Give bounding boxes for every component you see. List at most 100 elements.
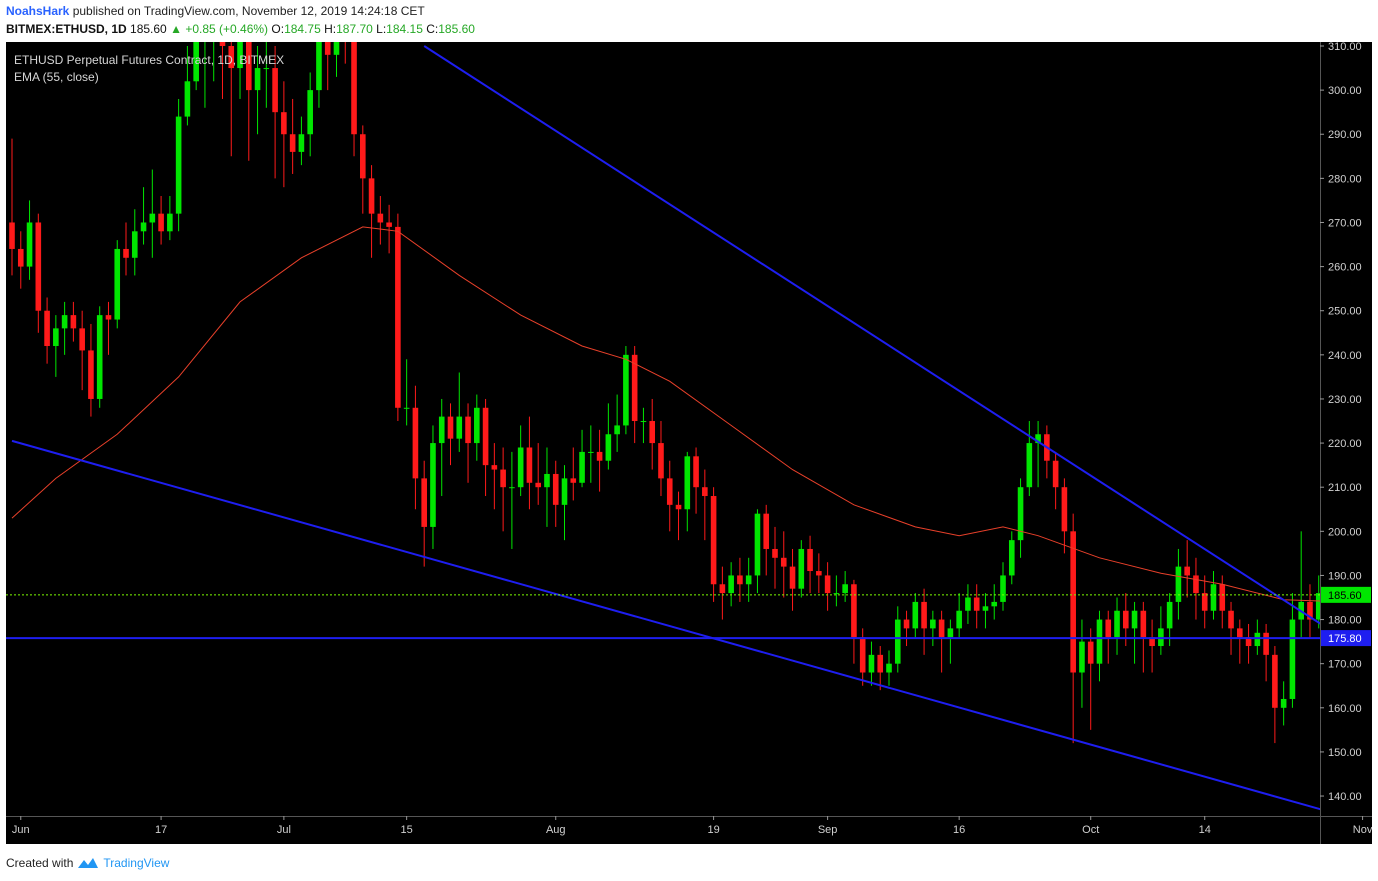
candle	[167, 196, 173, 241]
candle	[614, 394, 620, 452]
candle	[798, 540, 805, 598]
candle-body	[1315, 593, 1320, 620]
x-tick-label: Nov	[1353, 824, 1372, 836]
candle-body	[544, 473, 550, 488]
candle-body	[1228, 610, 1234, 629]
candle-body	[526, 447, 533, 483]
candle	[1008, 531, 1015, 585]
candle	[658, 421, 664, 497]
candle	[344, 42, 346, 64]
candle	[912, 593, 919, 638]
y-tick-label: 150.00	[1328, 747, 1362, 759]
candle	[1228, 601, 1234, 655]
candle	[1149, 619, 1155, 673]
candle	[623, 346, 629, 435]
candle	[123, 222, 129, 276]
candle	[184, 46, 191, 126]
footer: Created with TradingView	[6, 856, 169, 870]
candle-body	[105, 315, 112, 320]
legend-title: ETHUSD Perpetual Futures Contract, 1D, B…	[14, 53, 285, 67]
candle	[368, 165, 375, 258]
candle	[903, 610, 910, 647]
y-tick-label: 200.00	[1328, 526, 1362, 538]
candle	[1219, 575, 1226, 629]
price-chart[interactable]: 310.00 300.00 290.00 280.00 270.00 260.00 250.…	[6, 42, 1372, 844]
candle-body	[17, 248, 24, 267]
candle	[105, 301, 112, 355]
author-name[interactable]: NoahsHark	[6, 4, 70, 18]
candle	[1114, 597, 1120, 655]
chart-area[interactable]: 310.00 300.00 290.00 280.00 270.00 260.00 250.…	[6, 42, 1372, 844]
y-tick-label: 300.00	[1328, 85, 1362, 97]
candle-body	[991, 601, 998, 607]
x-tick-label: Oct	[1082, 824, 1099, 836]
tradingview-brand[interactable]: TradingView	[103, 856, 170, 870]
candle	[693, 447, 699, 514]
y-tick-label: 220.00	[1328, 438, 1362, 450]
candle-body	[386, 222, 392, 227]
candle	[1298, 531, 1304, 638]
y-tick-label: 170.00	[1328, 659, 1362, 671]
candle	[579, 429, 585, 488]
candle-body	[26, 222, 33, 267]
candle-body	[1166, 601, 1173, 629]
candle	[88, 323, 94, 417]
y-tick-label: 250.00	[1328, 306, 1362, 318]
candle-body	[579, 451, 585, 483]
candle	[973, 584, 980, 629]
candle-body	[1175, 566, 1182, 602]
candle-body	[193, 42, 199, 82]
candle	[213, 42, 215, 82]
y-tick-label: 240.00	[1328, 350, 1362, 362]
candle-body	[281, 112, 287, 135]
legend-indicator[interactable]: EMA (55, close)	[14, 70, 99, 84]
candle-body	[886, 663, 892, 673]
candle	[930, 610, 936, 647]
candle-body	[333, 42, 340, 55]
candle-body	[658, 443, 664, 479]
candle	[204, 42, 206, 108]
candle-body	[737, 575, 743, 585]
candle-body	[754, 513, 761, 576]
low-value: 184.15	[386, 22, 423, 36]
candle	[114, 240, 121, 329]
candle-body	[1035, 434, 1041, 444]
x-tick-label: Jun	[12, 824, 30, 836]
candle-body	[96, 315, 103, 399]
candle	[438, 398, 445, 497]
candle	[1079, 619, 1085, 708]
candle	[991, 584, 998, 620]
published-text: published on TradingView.com, November 1…	[72, 4, 425, 18]
candle-body	[114, 248, 121, 320]
level-price-tag-bg	[1321, 630, 1371, 647]
candle-body	[675, 504, 682, 510]
candle	[61, 301, 68, 355]
candle-body	[728, 575, 734, 594]
candle-body	[1114, 610, 1120, 638]
candle	[140, 187, 147, 245]
candle	[395, 213, 401, 422]
candle-body	[763, 513, 770, 549]
candle	[754, 509, 761, 594]
y-tick-label: 290.00	[1328, 129, 1362, 141]
candle-body	[316, 42, 322, 91]
candle	[307, 72, 313, 157]
candle-body	[956, 610, 962, 629]
candle	[1210, 571, 1217, 620]
up-arrow-icon: ▲	[170, 22, 182, 36]
y-tick-label: 280.00	[1328, 173, 1362, 185]
y-tick-label: 180.00	[1328, 615, 1362, 627]
candle-body	[1070, 531, 1076, 673]
candle	[219, 42, 226, 99]
y-tick-label: 140.00	[1328, 791, 1362, 803]
candle-body	[789, 566, 796, 589]
candle-body	[1000, 575, 1006, 602]
candle-body	[131, 231, 138, 258]
candle	[403, 359, 410, 426]
candle-body	[816, 571, 822, 576]
candle-body	[456, 416, 463, 439]
candle	[1096, 610, 1103, 682]
candle-body	[263, 68, 270, 70]
candle	[859, 628, 866, 686]
candle	[824, 562, 831, 611]
